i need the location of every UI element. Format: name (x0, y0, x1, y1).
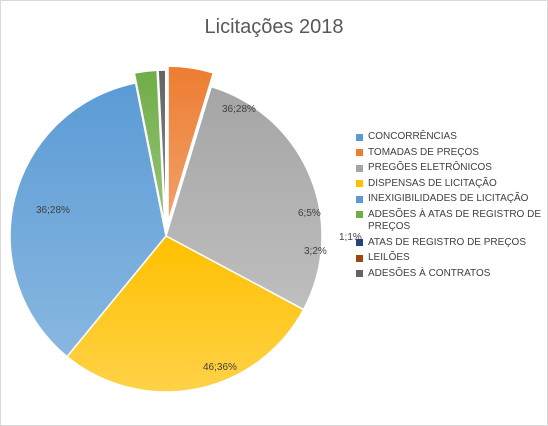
data-label-dispensas-de-licitacao: 36;28% (36, 205, 70, 216)
legend-item-concorrencias: CONCORRÊNCIAS (356, 131, 542, 143)
pie-slice-tomadas-de-precos (167, 65, 215, 223)
pie-slice-pregoes-eletronicos (165, 85, 323, 311)
pie-slice-dispensas-de-licitacao (65, 235, 305, 393)
legend-label: TOMADAS DE PREÇOS (368, 146, 479, 158)
legend-item-adesoes-a-contratos: ADESÕES À CONTRATOS (356, 268, 542, 280)
pie-slice-inexigibilidades-de-licitacao (9, 82, 167, 358)
data-label-adesoes-a-atas-de-registro-de-precos: 3;2% (304, 246, 327, 257)
legend-label: LEILÕES (368, 252, 410, 264)
legend-item-tomadas-de-precos: TOMADAS DE PREÇOS (356, 147, 542, 159)
legend-item-dispensas-de-licitacao: DISPENSAS DE LICITAÇÃO (356, 178, 542, 190)
pie-slice-adesoes-a-contratos (157, 69, 167, 227)
legend-swatch (356, 180, 363, 188)
legend-swatch (356, 133, 363, 141)
legend-swatch (356, 270, 363, 278)
legend-swatch (356, 239, 363, 247)
data-label-tomadas-de-precos: 6;5% (298, 208, 321, 219)
legend-item-inexigibilidades-de-licitacao: INEXIGIBILIDADES DE LICITAÇÃO (356, 193, 542, 205)
legend-item-adesoes-a-atas-de-registro-de-precos: ADESÕES À ATAS DE REGISTRO DE PREÇOS (356, 209, 542, 233)
legend-label: DISPENSAS DE LICITAÇÃO (368, 177, 497, 189)
legend-swatch (356, 164, 363, 172)
pie-slice-adesoes-a-atas-de-registro-de-precos (133, 69, 166, 227)
legend-swatch (356, 149, 363, 157)
legend-swatch (356, 195, 363, 203)
chart-title: Licitações 2018 (204, 16, 344, 38)
legend-label: INEXIGIBILIDADES DE LICITAÇÃO (368, 193, 529, 205)
legend-swatch (356, 211, 363, 219)
chart-legend: CONCORRÊNCIAS TOMADAS DE PREÇOS PREGÕES EL… (356, 131, 542, 283)
legend-label: ADESÕES À ATAS DE REGISTRO DE PREÇOS (368, 208, 542, 232)
legend-label: ADESÕES À CONTRATOS (368, 267, 491, 279)
data-label-inexigibilidades-de-licitacao: 46;36% (203, 362, 237, 373)
legend-label: ATAS DE REGISTRO DE PREÇOS (368, 236, 526, 248)
data-label-pregoes-eletronicos: 36;28% (222, 104, 256, 115)
legend-item-atas-de-registro-de-precos: ATAS DE REGISTRO DE PREÇOS (356, 237, 542, 249)
legend-item-pregoes-eletronicos: PREGÕES ELETRÔNICOS (356, 162, 542, 174)
data-label-adesoes-a-contratos: 1;1% (339, 232, 362, 243)
legend-item-leiloes: LEILÕES (356, 252, 542, 264)
legend-label: PREGÕES ELETRÔNICOS (368, 162, 492, 174)
legend-swatch (356, 254, 363, 262)
legend-label: CONCORRÊNCIAS (368, 131, 457, 142)
